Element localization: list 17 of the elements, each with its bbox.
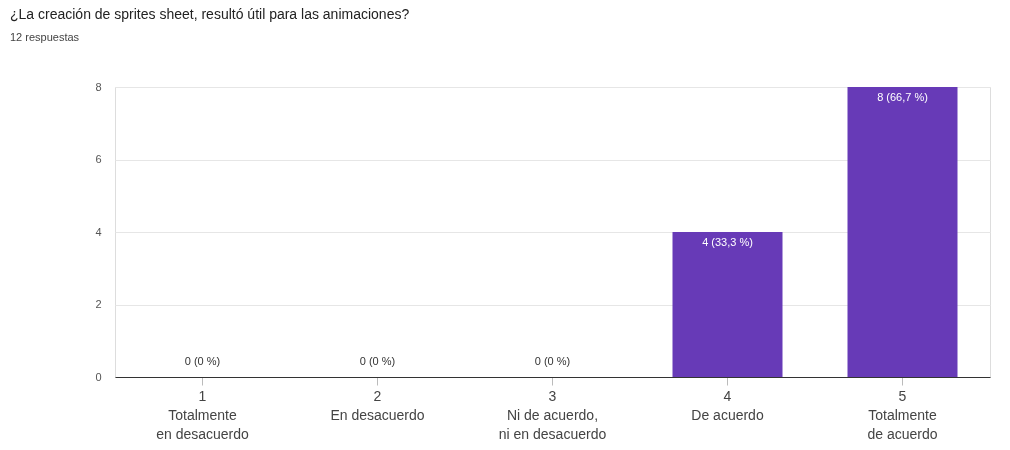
x-tick-label: 1 Totalmente en desacuerdo [156,387,250,442]
x-tick-label: 4 De acuerdo [691,387,764,423]
data-label: 8 (66,7 %) [877,91,928,103]
data-label: 0 (0 %) [534,355,571,367]
y-tick-label: 4 [95,225,102,238]
x-tick-label: 3 Ni de acuerdo, ni en desacuerdo [498,387,607,442]
y-tick-label: 0 [95,370,102,383]
x-tick-label: 5 Totalmente de acuerdo [867,387,938,442]
y-tick-label: 6 [95,153,102,165]
data-label: 0 (0 %) [184,355,221,367]
chart-title: ¿La creación de sprites sheet, resultó útil para las animaciones? [10,6,410,22]
data-label: 4 (33,3 %) [702,236,753,248]
x-tick-label: 2 En desacuerdo [330,387,425,423]
data-label: 0 (0 %) [359,355,396,367]
y-tick-label: 8 [95,80,102,93]
chart-subtitle: 12 respuestas [10,31,80,43]
y-tick-label: 2 [95,298,102,310]
